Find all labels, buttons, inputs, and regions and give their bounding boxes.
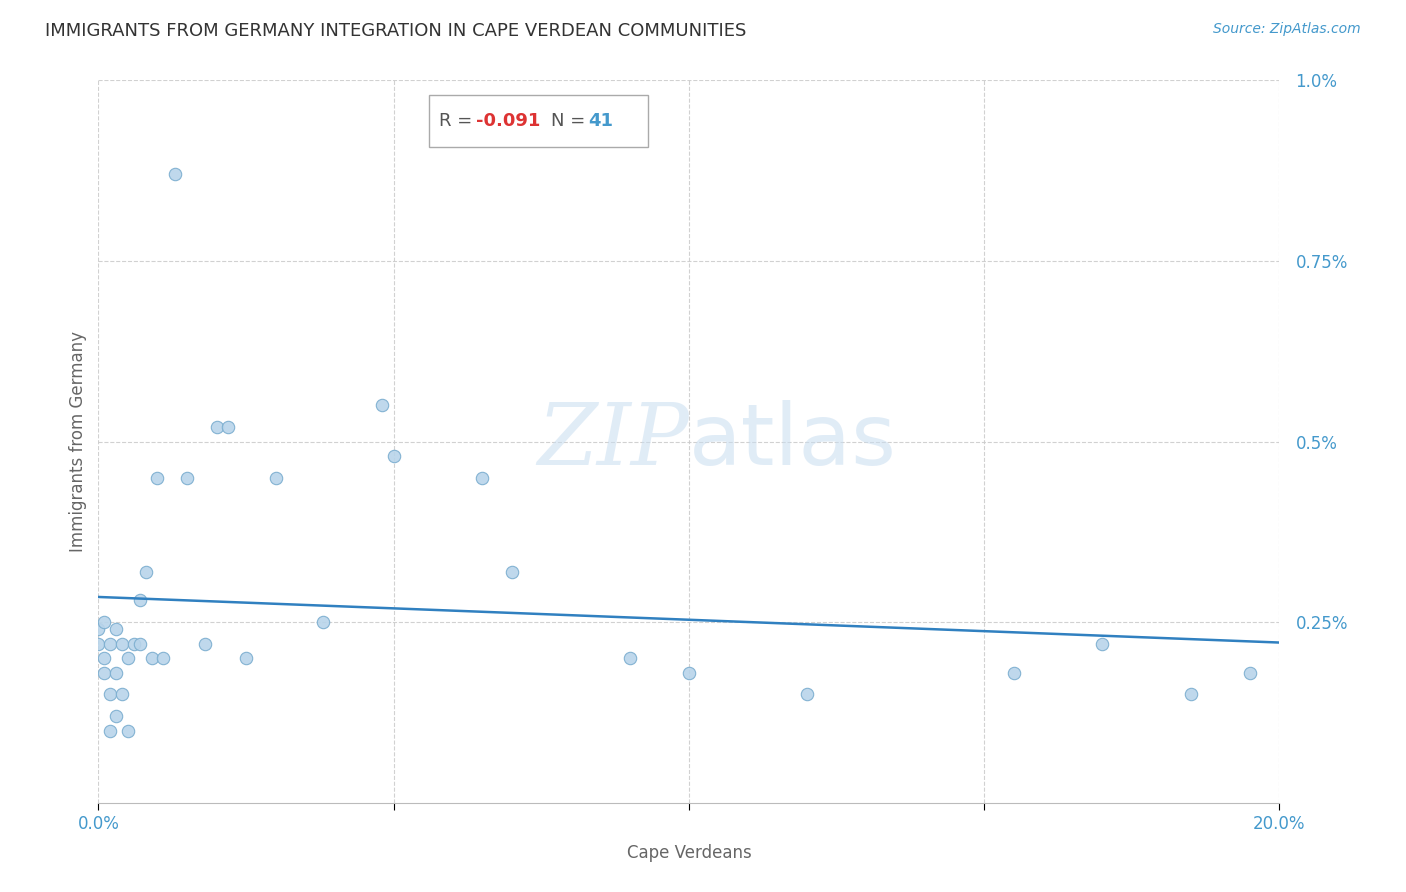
Point xyxy=(371,398,394,412)
Text: atlas: atlas xyxy=(689,400,897,483)
Point xyxy=(87,637,110,651)
Point xyxy=(1239,665,1261,680)
Text: N =: N = xyxy=(551,112,591,129)
Point xyxy=(122,637,145,651)
Text: IMMIGRANTS FROM GERMANY INTEGRATION IN CAPE VERDEAN COMMUNITIES: IMMIGRANTS FROM GERMANY INTEGRATION IN C… xyxy=(45,22,747,40)
Point xyxy=(312,615,335,630)
Point xyxy=(205,420,228,434)
Point xyxy=(1180,687,1202,701)
FancyBboxPatch shape xyxy=(429,95,648,147)
Point xyxy=(471,471,494,485)
Point xyxy=(105,623,128,637)
Point xyxy=(194,637,217,651)
Point xyxy=(93,665,115,680)
Point xyxy=(141,651,163,665)
Point xyxy=(135,565,157,579)
Point xyxy=(501,565,523,579)
Point xyxy=(217,420,239,434)
Point xyxy=(165,167,187,181)
Text: -0.091: -0.091 xyxy=(477,112,541,129)
Point xyxy=(98,637,121,651)
Point xyxy=(796,687,818,701)
Point xyxy=(105,665,128,680)
Point xyxy=(146,471,169,485)
Text: 41: 41 xyxy=(589,112,613,129)
Point xyxy=(93,651,115,665)
Text: ZIP: ZIP xyxy=(537,401,689,483)
Point xyxy=(87,623,110,637)
X-axis label: Cape Verdeans: Cape Verdeans xyxy=(627,844,751,862)
Point xyxy=(382,449,405,463)
Point xyxy=(619,651,641,665)
Point xyxy=(117,651,139,665)
Point xyxy=(152,651,174,665)
Y-axis label: Immigrants from Germany: Immigrants from Germany xyxy=(69,331,87,552)
Point xyxy=(93,615,115,630)
Point xyxy=(98,687,121,701)
Point xyxy=(176,471,198,485)
Text: Source: ZipAtlas.com: Source: ZipAtlas.com xyxy=(1213,22,1361,37)
Point xyxy=(1091,637,1114,651)
Point xyxy=(105,709,128,723)
Point xyxy=(128,593,150,607)
Point xyxy=(111,637,134,651)
Point xyxy=(98,723,121,738)
Point xyxy=(128,637,150,651)
Point xyxy=(1002,665,1025,680)
Point xyxy=(678,665,700,680)
Point xyxy=(111,687,134,701)
Text: R =: R = xyxy=(439,112,478,129)
Point xyxy=(235,651,257,665)
Point xyxy=(117,723,139,738)
Point xyxy=(264,471,287,485)
